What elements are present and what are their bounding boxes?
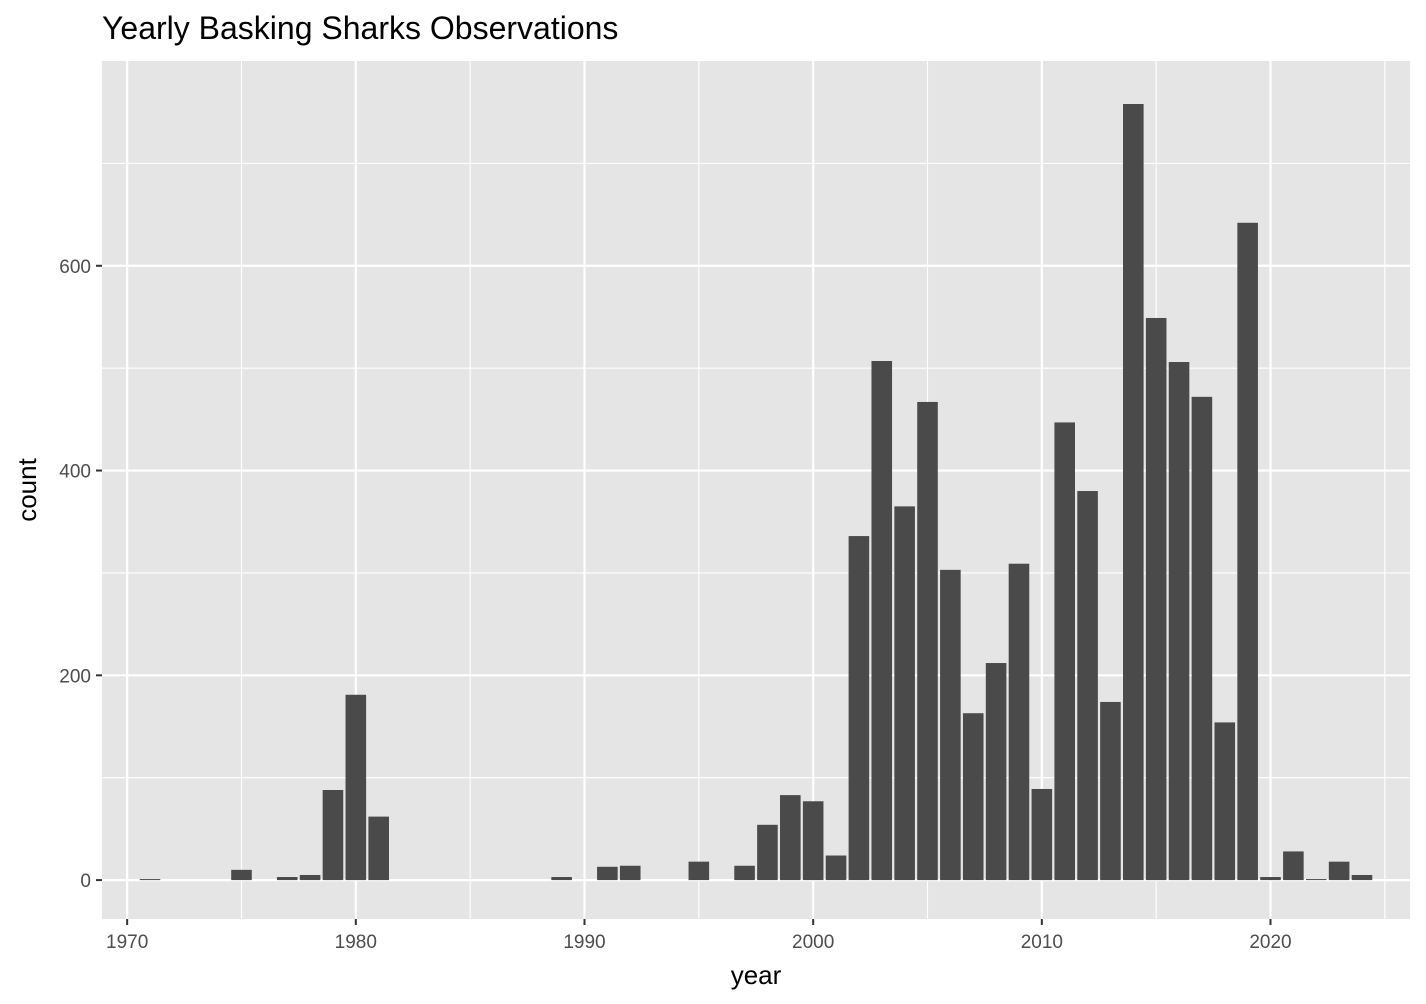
bar [322, 789, 344, 881]
bar [1008, 563, 1030, 881]
bar [894, 506, 915, 881]
bar [139, 879, 161, 881]
bar [231, 869, 252, 881]
bar [1168, 362, 1190, 881]
x-tick-label: 2000 [792, 932, 834, 953]
chart-title: Yearly Basking Sharks Observations [102, 10, 618, 46]
x-axis-title: year [731, 960, 782, 990]
bar [551, 877, 572, 881]
bar [1054, 422, 1075, 881]
bar [619, 865, 641, 881]
bar [1100, 701, 1121, 881]
bar [1260, 877, 1281, 881]
x-tick-label: 1990 [563, 932, 605, 953]
bar [780, 795, 801, 881]
plot-panel [102, 61, 1410, 919]
bars [139, 104, 1373, 881]
bar [276, 877, 298, 881]
bar [1214, 722, 1236, 881]
y-axis: 0 200 400 600 [59, 257, 102, 892]
bar [1031, 788, 1053, 881]
bar [368, 816, 389, 881]
bar [1191, 396, 1213, 881]
bar [345, 694, 367, 881]
bar [871, 360, 893, 881]
bar [1328, 861, 1350, 881]
x-axis: 1970 1980 1990 2000 2010 2020 [106, 919, 1292, 953]
bar [940, 569, 961, 881]
bar [1145, 317, 1167, 881]
y-tick-label: 400 [59, 462, 91, 483]
y-tick-label: 600 [59, 257, 91, 278]
grid-major [102, 61, 1410, 919]
bar [802, 801, 824, 881]
bar [825, 855, 847, 881]
bar [757, 824, 778, 881]
x-tick-label: 1980 [335, 932, 377, 953]
bar [848, 536, 870, 881]
bar [1077, 491, 1098, 881]
bar [299, 874, 321, 881]
x-tick-label: 2020 [1249, 932, 1291, 953]
bar [1305, 879, 1327, 881]
x-tick-label: 2010 [1021, 932, 1063, 953]
bar [734, 865, 755, 881]
bar [985, 663, 1007, 881]
y-axis-title: count [12, 457, 42, 521]
bar [1237, 222, 1258, 881]
bar [597, 866, 618, 881]
bar [1283, 851, 1304, 881]
y-tick-label: 200 [59, 666, 91, 687]
y-tick-label: 0 [80, 871, 91, 892]
bar [1351, 874, 1373, 881]
bar [1123, 104, 1144, 881]
bar [962, 713, 984, 881]
bar [917, 401, 938, 881]
bar [688, 861, 710, 881]
x-tick-label: 1970 [106, 932, 148, 953]
